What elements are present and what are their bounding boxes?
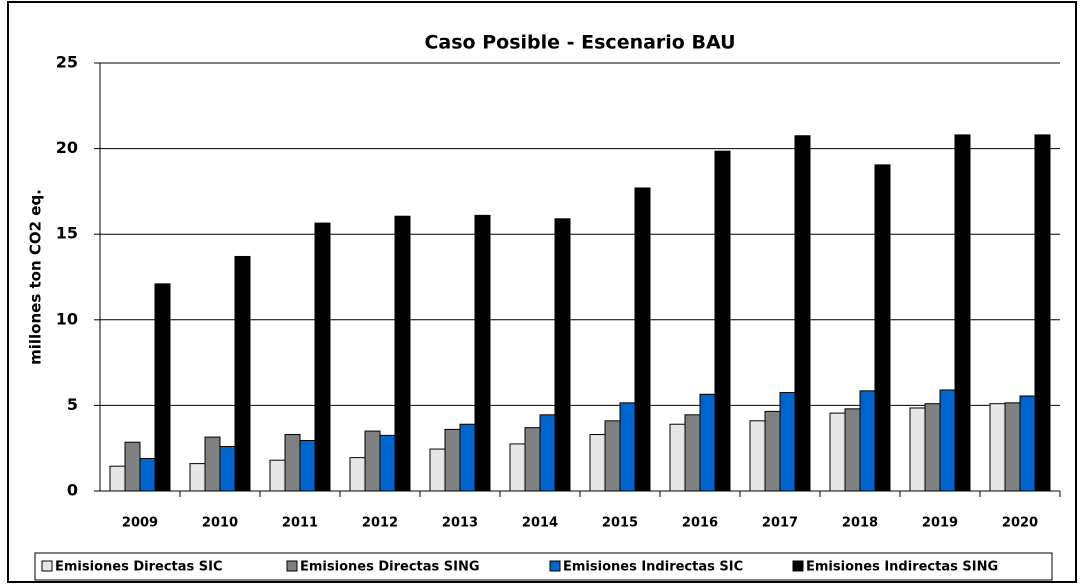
legend-label: Emisiones Directas SIC	[55, 560, 223, 575]
bar	[284, 434, 301, 492]
y-tick-label: 0	[67, 481, 78, 500]
bar	[764, 410, 781, 492]
bar	[874, 164, 891, 492]
bar	[844, 408, 861, 492]
legend-swatch	[286, 560, 298, 572]
bar	[954, 134, 971, 492]
x-tick-label: 2015	[602, 516, 638, 531]
y-tick-label: 25	[56, 53, 78, 72]
y-axis-label: millones ton CO2 eq.	[27, 189, 45, 365]
x-tick-label: 2017	[762, 516, 798, 531]
chart-title: Caso Posible - Escenario BAU	[424, 32, 735, 54]
x-tick-label: 2016	[682, 516, 718, 531]
bar	[189, 463, 206, 492]
bar	[924, 403, 941, 492]
bar	[154, 283, 171, 492]
bar	[429, 448, 446, 492]
y-tick-label: 5	[67, 395, 78, 414]
bar	[524, 427, 541, 492]
bar	[474, 214, 491, 492]
bar	[509, 443, 526, 492]
bar	[299, 439, 316, 492]
bar	[989, 403, 1006, 492]
bar	[1034, 134, 1051, 492]
bar	[859, 390, 876, 492]
bar	[604, 420, 621, 492]
x-tick-label: 2009	[122, 516, 158, 531]
bar	[1019, 395, 1036, 492]
x-tick-label: 2010	[202, 516, 238, 531]
legend-swatch	[549, 560, 561, 572]
bar	[394, 215, 411, 492]
bar	[619, 402, 636, 492]
bar	[269, 459, 286, 492]
bar	[349, 457, 366, 492]
x-tick-label: 2011	[282, 516, 318, 531]
bar	[829, 412, 846, 492]
bar	[909, 407, 926, 492]
bar	[314, 222, 331, 492]
bar	[669, 423, 686, 492]
y-tick-label: 10	[56, 309, 78, 328]
bar	[554, 218, 571, 492]
bar	[939, 389, 956, 492]
bar	[749, 420, 766, 492]
bar	[364, 430, 381, 492]
x-tick-label: 2018	[842, 516, 878, 531]
bar	[684, 414, 701, 492]
x-tick-label: 2020	[1002, 516, 1038, 531]
bar	[589, 434, 606, 492]
chart-frame	[7, 1, 1077, 583]
bar	[124, 441, 141, 492]
bar	[204, 436, 221, 492]
x-tick-label: 2014	[522, 516, 558, 531]
legend-label: Emisiones Directas SING	[300, 560, 480, 575]
bar	[1004, 402, 1021, 492]
bar	[139, 457, 156, 492]
y-tick-label: 20	[56, 138, 78, 157]
bar	[444, 428, 461, 492]
bar	[379, 434, 396, 492]
y-tick-label: 15	[56, 224, 78, 243]
bar	[699, 393, 716, 492]
legend-label: Emisiones Indirectas SING	[806, 560, 998, 575]
bar	[234, 255, 251, 492]
bar	[779, 392, 796, 492]
bar	[634, 187, 651, 492]
bar	[539, 414, 556, 492]
legend-swatch	[792, 560, 804, 572]
legend-label: Emisiones Indirectas SIC	[563, 560, 743, 575]
bar	[459, 423, 476, 492]
bar	[794, 135, 811, 492]
legend-swatch	[41, 560, 53, 572]
legend-box	[34, 552, 1053, 581]
bar	[219, 445, 236, 492]
bar	[109, 465, 126, 492]
bar	[714, 150, 731, 492]
x-tick-label: 2019	[922, 516, 958, 531]
x-tick-label: 2013	[442, 516, 478, 531]
x-tick-label: 2012	[362, 516, 398, 531]
